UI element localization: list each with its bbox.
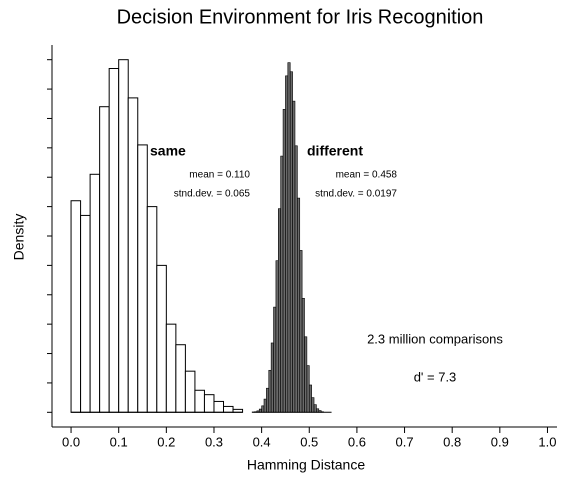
- histogram-bar: [194, 389, 205, 413]
- x-tick-label: 0.2: [157, 434, 175, 449]
- x-tick-label: 0.3: [205, 434, 223, 449]
- histogram-bar: [223, 405, 234, 413]
- histogram-bar: [294, 145, 298, 413]
- annotation: mean = 0.110: [189, 170, 250, 181]
- histogram-bar: [156, 264, 167, 413]
- histogram-bar: [273, 306, 277, 413]
- histogram-bar: [289, 71, 293, 413]
- annotation: 2.3 million comparisons: [367, 331, 503, 346]
- chart-title: Decision Environment for Iris Recognitio…: [117, 6, 484, 28]
- series-label: different: [307, 143, 363, 159]
- y-axis-label: Density: [11, 214, 27, 261]
- histogram-bar: [99, 106, 110, 413]
- annotation: stnd.dev. = 0.0197: [315, 189, 397, 200]
- histogram-bar: [277, 208, 281, 413]
- histogram-bar: [203, 394, 215, 413]
- x-tick-label: 0.0: [62, 434, 80, 449]
- histogram-bar: [184, 370, 196, 413]
- histogram-bar: [282, 109, 286, 413]
- x-tick-label: 1.0: [538, 434, 556, 449]
- annotation: stnd.dev. = 0.065: [174, 189, 251, 200]
- histogram-bar: [308, 384, 312, 413]
- histogram-bar: [306, 365, 310, 413]
- histogram-bar: [213, 400, 225, 413]
- histogram-bar: [70, 200, 82, 413]
- annotation: mean = 0.458: [336, 170, 398, 181]
- histogram-bar: [313, 404, 317, 413]
- histogram-bar: [266, 387, 270, 413]
- x-tick-label: 0.4: [253, 434, 271, 449]
- histogram-bar: [311, 397, 315, 413]
- histogram-bar: [299, 250, 303, 413]
- x-tick-label: 0.9: [491, 434, 509, 449]
- histogram-bar: [287, 62, 291, 413]
- histogram-bar: [89, 173, 101, 413]
- series-label: same: [150, 143, 186, 159]
- histogram-bar: [270, 342, 274, 413]
- histogram-bar: [175, 344, 186, 413]
- x-tick-label: 0.7: [396, 434, 414, 449]
- histogram-bar: [275, 260, 279, 413]
- histogram-bar: [137, 144, 148, 413]
- histogram-bar: [268, 369, 272, 413]
- histogram-bar: [297, 197, 301, 413]
- histogram-bar: [80, 214, 91, 413]
- x-tick-label: 0.5: [300, 434, 318, 449]
- x-tick-label: 0.1: [110, 434, 128, 449]
- histogram-bar: [263, 398, 267, 413]
- histogram-bar: [127, 97, 139, 413]
- x-axis-label: Hamming Distance: [247, 457, 365, 473]
- histogram-bar: [280, 155, 284, 413]
- histogram-bar: [165, 323, 177, 413]
- histogram-bar: [261, 405, 265, 413]
- histogram-bar: [292, 100, 296, 413]
- histogram-bar: [304, 336, 308, 413]
- histogram-bar: [316, 408, 320, 413]
- histogram-bar: [146, 206, 158, 413]
- annotation: d' = 7.3: [414, 369, 457, 384]
- histogram-bar: [118, 59, 129, 413]
- x-tick-label: 0.6: [348, 434, 366, 449]
- x-tick-label: 0.8: [443, 434, 461, 449]
- histogram-bar: [301, 297, 305, 413]
- histogram-bar: [285, 75, 289, 413]
- histogram-bar: [108, 68, 120, 413]
